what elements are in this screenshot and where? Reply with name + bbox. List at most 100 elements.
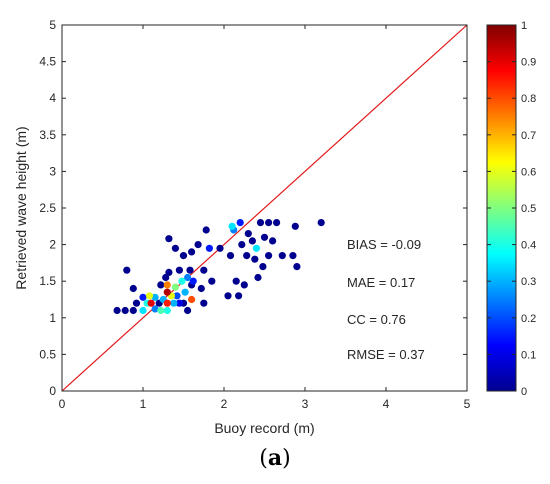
data-point [252, 244, 260, 252]
data-point [173, 292, 181, 300]
data-point [129, 284, 137, 293]
data-point [265, 252, 273, 260]
data-point [256, 219, 265, 227]
data-point [163, 299, 171, 307]
data-point [273, 219, 281, 227]
data-point [205, 244, 213, 252]
data-point [244, 230, 252, 238]
data-point [232, 277, 240, 285]
data-point [171, 244, 179, 252]
colorbar-tick-label: 0.8 [521, 93, 536, 105]
data-point [202, 226, 210, 234]
colorbar-tick-label: 0.4 [521, 240, 536, 252]
data-point [171, 283, 179, 291]
mae-annotation: MAE = 0.17 [347, 275, 415, 290]
data-point [163, 281, 171, 289]
data-point [200, 299, 208, 307]
x-tick-label: 0 [59, 397, 66, 411]
data-point [178, 277, 186, 285]
colorbar-tick-label: 1 [521, 20, 527, 32]
data-point [278, 252, 286, 260]
y-axis-label: Retrieved wave height (m) [13, 126, 29, 289]
data-point [139, 306, 147, 315]
y-tick-label: 1.5 [39, 274, 56, 288]
data-point [175, 299, 183, 307]
data-point [240, 281, 248, 289]
x-tick-label: 2 [221, 397, 228, 411]
data-point [260, 233, 269, 241]
colorbar-tick-label: 0.3 [521, 276, 536, 288]
data-point [170, 299, 178, 307]
rmse-annotation: RMSE = 0.37 [347, 347, 425, 362]
colorbar-tick-label: 0.6 [521, 166, 536, 178]
colorbar-tick-label: 0.7 [521, 130, 536, 142]
scatter-points [113, 219, 325, 315]
data-point [147, 299, 155, 307]
data-point [289, 252, 297, 260]
data-point [197, 284, 205, 293]
data-point [293, 263, 301, 271]
x-tick-label: 5 [464, 397, 471, 411]
data-point [157, 281, 165, 289]
y-tick-label: 2.5 [39, 201, 56, 215]
y-tick-label: 1 [49, 311, 56, 325]
x-tick-label: 4 [383, 397, 390, 411]
data-point [179, 252, 188, 260]
data-point [188, 295, 196, 304]
y-tick-label: 3 [49, 164, 56, 178]
x-axis-ticks: 0 1 2 3 4 5 [59, 25, 471, 411]
data-point [121, 306, 129, 315]
colorbar-tick-label: 0.1 [521, 349, 536, 361]
caption-label: a [267, 445, 283, 471]
data-point [186, 266, 194, 274]
data-point [165, 235, 173, 243]
y-tick-label: 3.5 [39, 128, 56, 142]
y-tick-label: 5 [49, 18, 56, 32]
data-point [236, 219, 244, 227]
x-axis-label: Buoy record (m) [214, 420, 314, 436]
x-tick-label: 3 [302, 397, 309, 411]
data-point [243, 252, 251, 260]
data-point [291, 222, 299, 230]
colorbar-tick-label: 0.9 [521, 57, 536, 69]
data-point [175, 266, 183, 274]
data-point [228, 222, 236, 230]
data-point [189, 277, 197, 285]
x-tick-label: 1 [140, 397, 147, 411]
data-point [163, 288, 171, 296]
data-point [129, 306, 137, 315]
colorbar-tick-label: 0.5 [521, 203, 536, 215]
colorbar-tick-label: 0 [521, 386, 527, 398]
data-point [194, 241, 202, 249]
y-axis-ticks: 0 0.5 1 1.5 2 2.5 3 3.5 4 4.5 5 [39, 18, 467, 398]
data-point [188, 248, 196, 256]
data-point [248, 237, 256, 245]
figure-caption: (a) [259, 445, 291, 471]
data-point [151, 293, 159, 301]
y-tick-label: 2 [49, 238, 56, 252]
data-point [165, 268, 173, 276]
data-point [265, 219, 273, 227]
data-point [145, 292, 154, 300]
colorbar-ticks: 0 0.1 0.2 0.3 0.4 0.5 0.6 0.7 0.8 0.9 1 [487, 20, 536, 398]
data-point [163, 306, 171, 315]
data-point [251, 255, 259, 263]
data-point [139, 293, 147, 301]
one-to-one-line [62, 25, 467, 391]
y-tick-label: 0 [49, 384, 56, 398]
data-point [151, 305, 159, 313]
data-point [259, 263, 267, 271]
data-point [184, 273, 192, 282]
data-point [132, 299, 141, 307]
data-point [254, 273, 262, 282]
stats-annotations: BIAS = -0.09 MAE = 0.17 CC = 0.76 RMSE =… [347, 237, 425, 362]
y-tick-label: 4.5 [39, 55, 56, 69]
data-point [200, 266, 208, 274]
colorbar: 0 0.1 0.2 0.3 0.4 0.5 0.6 0.7 0.8 0.9 1 [486, 20, 536, 398]
colorbar-tick-label: 0.2 [521, 313, 536, 325]
data-point [216, 244, 224, 252]
data-point [235, 292, 243, 300]
y-tick-label: 0.5 [39, 347, 56, 361]
data-point [113, 306, 121, 315]
